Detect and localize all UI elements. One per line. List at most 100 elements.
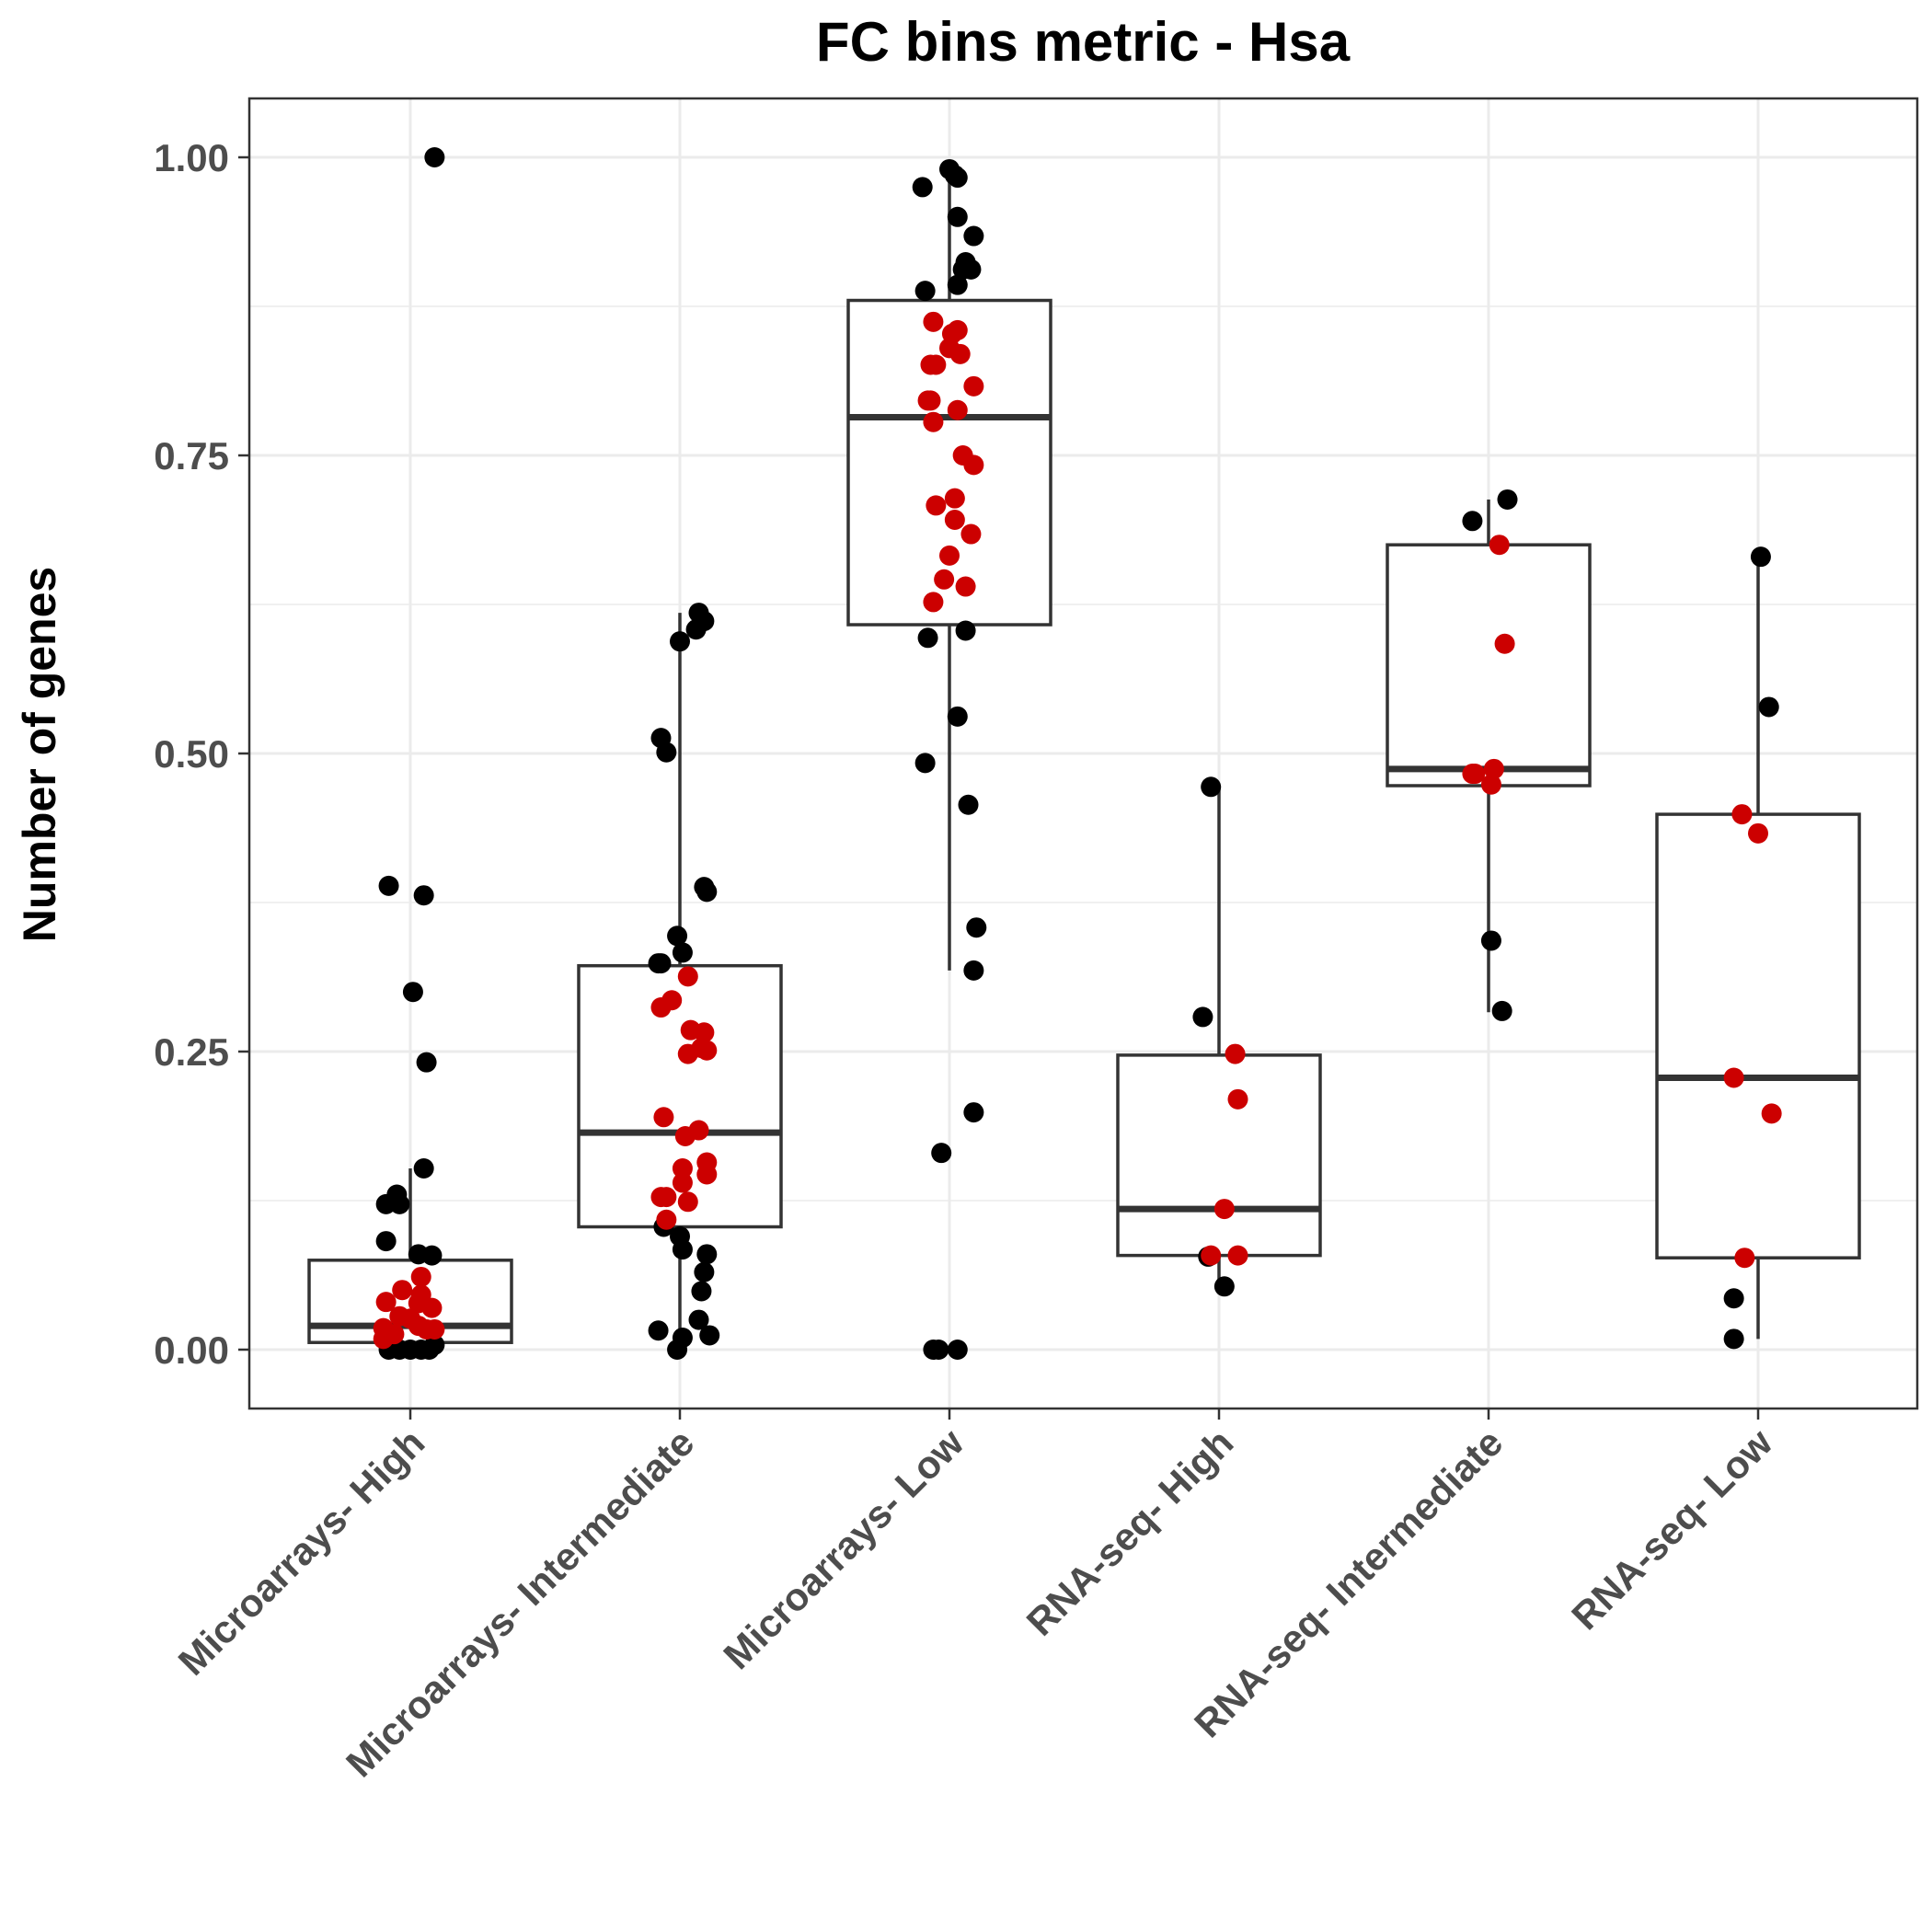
data-point-red	[1748, 822, 1768, 844]
data-point-black	[947, 206, 968, 227]
data-point-red	[1201, 1245, 1222, 1266]
data-point-black	[402, 982, 423, 1003]
data-point-red	[926, 354, 947, 375]
data-point-black	[947, 167, 968, 189]
data-point-red	[677, 1191, 698, 1213]
data-point-black	[424, 147, 445, 167]
data-point-red	[963, 375, 984, 397]
data-point-red	[963, 454, 984, 476]
data-point-red	[944, 509, 965, 530]
data-point-black	[963, 960, 984, 981]
data-point-red	[920, 390, 941, 411]
data-point-black	[947, 1340, 968, 1360]
data-point-black	[960, 259, 982, 280]
data-point-red	[656, 1187, 677, 1208]
data-point-red	[375, 1292, 397, 1313]
data-point-black	[1192, 1006, 1213, 1028]
data-point-red	[1723, 1067, 1744, 1088]
boxplots	[307, 168, 1861, 1350]
data-point-red	[947, 319, 968, 340]
data-point-black	[656, 742, 677, 763]
data-point-red	[696, 1040, 718, 1061]
data-point-black	[1201, 776, 1222, 798]
data-point-red	[677, 966, 698, 987]
data-point-red	[392, 1280, 413, 1301]
data-point-black	[966, 917, 987, 938]
chart-title: FC bins metric - Hsa	[816, 11, 1351, 73]
data-point-red	[1489, 535, 1510, 556]
data-point-black	[670, 631, 690, 652]
y-axis-title: Number of genes	[14, 567, 65, 942]
data-point-red	[1734, 1248, 1755, 1269]
data-point-black	[1723, 1288, 1744, 1309]
data-point-black	[378, 875, 399, 896]
data-point-black	[914, 281, 936, 302]
data-points	[373, 147, 1782, 1360]
data-point-black	[928, 1340, 949, 1360]
data-point-black	[917, 627, 938, 649]
data-point-black	[1480, 930, 1501, 951]
data-point-black	[1462, 511, 1483, 532]
data-point-red	[650, 997, 672, 1018]
data-point-red	[923, 592, 944, 613]
data-point-black	[914, 753, 936, 774]
data-point-red	[947, 399, 968, 420]
data-point-red	[421, 1297, 443, 1318]
data-point-red	[653, 1107, 674, 1128]
data-point-black	[1491, 1000, 1512, 1021]
data-point-black	[650, 953, 672, 974]
y-tick-label: 0.00	[154, 1328, 229, 1372]
data-point-black	[1723, 1328, 1744, 1350]
box-iqr	[1116, 1053, 1322, 1258]
data-point-red	[1761, 1103, 1782, 1124]
data-point-red	[1480, 774, 1501, 795]
data-point-red	[1483, 758, 1504, 779]
data-point-red	[424, 1318, 445, 1340]
data-point-red	[672, 1172, 693, 1193]
data-point-red	[939, 545, 960, 566]
data-point-red	[672, 1158, 693, 1179]
data-point-black	[413, 1158, 434, 1179]
data-point-black	[691, 1281, 712, 1302]
data-point-red	[696, 1164, 718, 1185]
data-point-red	[923, 411, 944, 432]
data-point-black	[963, 225, 984, 247]
data-point-black	[389, 1193, 410, 1214]
data-point-red	[944, 488, 965, 509]
y-tick-label: 1.00	[154, 136, 229, 179]
y-tick-label: 0.50	[154, 732, 229, 776]
data-point-red	[1227, 1088, 1248, 1110]
data-point-black	[375, 1231, 397, 1252]
data-point-black	[421, 1245, 443, 1266]
data-point-black	[912, 177, 933, 198]
data-point-black	[416, 1052, 437, 1073]
data-point-black	[667, 1340, 688, 1360]
data-point-red	[934, 569, 955, 590]
data-point-red	[410, 1266, 431, 1287]
data-point-red	[1225, 1043, 1246, 1064]
data-point-black	[1213, 1276, 1235, 1297]
data-point-black	[958, 794, 979, 815]
data-point-red	[960, 523, 982, 545]
data-point-black	[1497, 489, 1518, 510]
data-point-black	[963, 1102, 984, 1123]
data-point-black	[424, 1334, 445, 1355]
data-point-red	[1213, 1199, 1235, 1220]
data-point-black	[947, 706, 968, 727]
data-point-red	[949, 343, 971, 364]
data-point-red	[1731, 804, 1753, 825]
data-point-red	[373, 1328, 394, 1350]
data-point-black	[947, 274, 968, 295]
data-point-red	[674, 1126, 696, 1147]
data-point-black	[672, 942, 693, 963]
y-tick-label: 0.75	[154, 434, 229, 477]
data-point-black	[696, 1244, 718, 1265]
data-point-black	[931, 1143, 952, 1164]
data-point-red	[955, 576, 976, 597]
data-point-red	[656, 1209, 677, 1230]
data-point-red	[923, 311, 944, 332]
data-point-black	[1750, 546, 1771, 568]
data-point-black	[1758, 696, 1779, 718]
data-point-black	[672, 1239, 693, 1260]
